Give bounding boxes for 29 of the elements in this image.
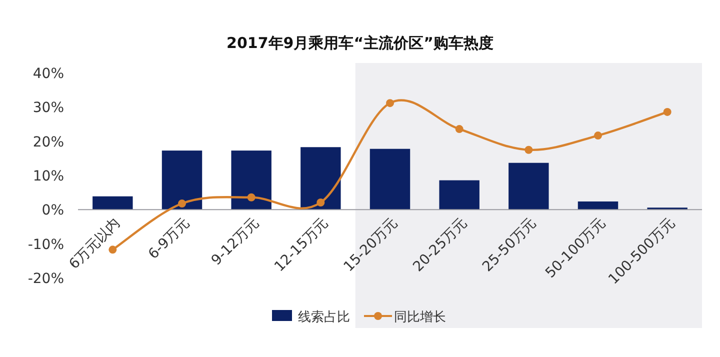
bar — [508, 162, 549, 210]
point — [663, 108, 672, 116]
point — [108, 246, 117, 254]
y-tick-label: 40% — [32, 66, 64, 82]
bar — [578, 201, 618, 210]
point — [178, 200, 186, 208]
point — [524, 146, 533, 154]
point — [316, 198, 325, 206]
y-tick-label: 10% — [32, 168, 64, 184]
y-tick-label: -20% — [28, 271, 64, 287]
point — [594, 132, 602, 140]
y-tick-label: 30% — [32, 100, 64, 116]
y-tick-label: -10% — [28, 236, 64, 253]
chart-title: 2017年9月乘用车“主流价区”购车热度 — [226, 34, 494, 52]
y-tick-label: 0% — [42, 202, 64, 219]
bar — [162, 150, 202, 210]
bar — [231, 150, 272, 210]
bar — [300, 147, 341, 210]
legend-label: 同比增长 — [394, 310, 446, 325]
bar — [439, 180, 480, 210]
legend-label: 线索占比 — [298, 310, 350, 325]
point — [247, 193, 256, 202]
bar — [92, 196, 133, 210]
point — [386, 99, 394, 108]
x-tick-label: 6-9万元 — [146, 215, 193, 262]
bar — [370, 148, 410, 210]
y-tick-label: 20% — [32, 134, 64, 150]
point — [455, 125, 464, 134]
x-tick-label: 6万元以内 — [66, 215, 124, 272]
